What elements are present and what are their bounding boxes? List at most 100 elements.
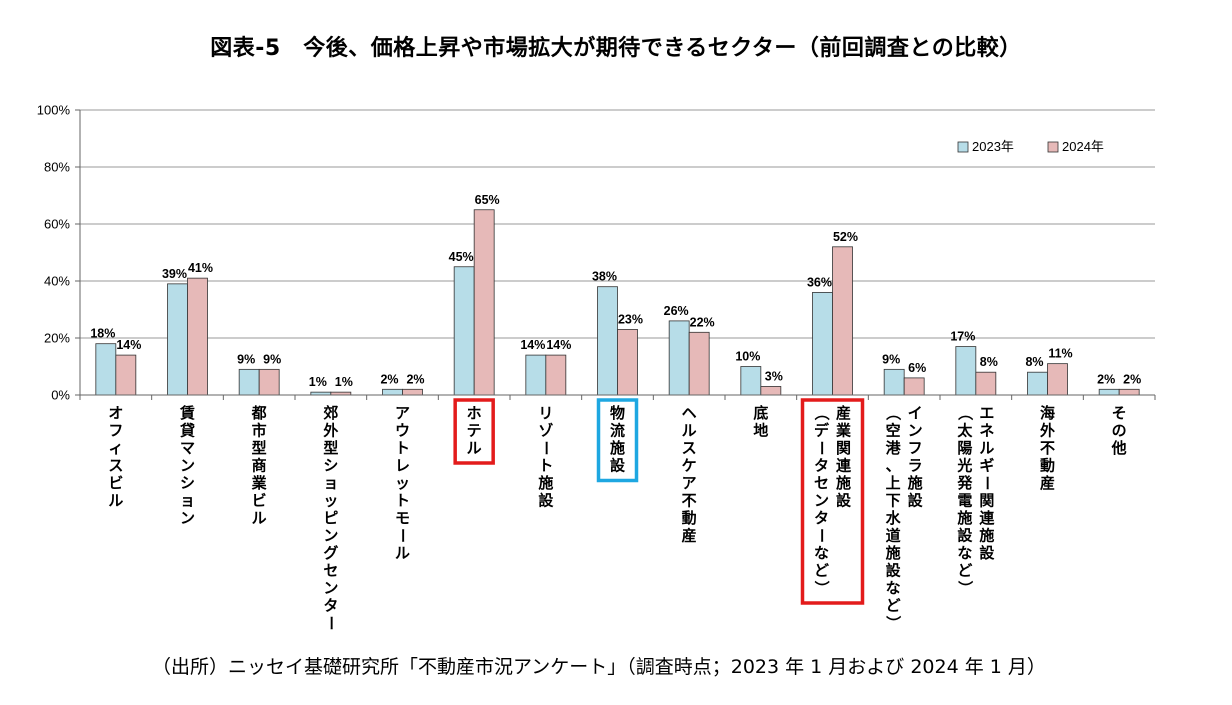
category-char: 型 [323,439,338,457]
bar-2023 [955,346,977,396]
category-char: 施 [957,509,972,527]
category-char: 施 [908,474,923,492]
bar-2024 [258,368,280,396]
chart-title: 図表-5 今後、価格上昇や市場拡大が期待できるセクター（前回調査との比較） [210,36,1022,61]
highlight-box [596,398,639,483]
bar-2023 [668,320,690,396]
category-char: ビ [108,474,123,492]
category-char: 市 [252,422,267,440]
data-label: 23% [618,312,643,326]
category-char: ） [884,615,902,630]
category-char: ト [395,439,410,457]
category-char: 都 [251,404,267,422]
data-label: 2% [380,372,398,386]
legend-swatch [1047,141,1059,153]
category-char: グ [323,544,338,562]
category-char: ル [467,439,482,457]
y-tick-label: 100% [37,103,71,118]
category-label: その他 [1111,404,1127,457]
category-char: ョ [323,474,338,492]
category-char: 、 [886,457,901,475]
category-char: ） [956,580,974,595]
y-tick-label: 60% [44,217,70,232]
bar-2023 [382,388,403,396]
bar-2023 [883,368,905,396]
bar-2024 [903,377,925,396]
data-label: 2% [1097,372,1115,386]
y-tick-label: 40% [44,274,70,289]
category-char: ョ [180,492,195,510]
category-char: 物 [610,404,625,422]
category-char: ） [813,580,831,595]
category-char: ト [538,457,553,475]
category-label: 底地 [753,404,768,440]
category-char: ネ [979,422,994,440]
category-char: ン [908,422,923,440]
category-char: ル [682,422,697,440]
category-char: 設 [979,544,995,562]
category-char: 下 [886,492,901,510]
category-char: な [814,544,829,562]
category-char: 空 [886,422,901,440]
category-char: 設 [886,562,902,580]
data-label: 11% [1048,347,1072,361]
category-char: 発 [956,474,973,492]
data-label: 9% [263,352,281,366]
category-char: ル [979,439,994,457]
category-char: ー [978,475,996,490]
category-char: 動 [1040,457,1055,475]
category-char: ー [394,528,412,543]
category-char: 郊 [323,404,338,422]
category-char: セ [323,562,338,580]
data-label: 65% [475,193,500,207]
category-char: な [886,579,901,597]
category-labels: オフィスビル賃貸マンション都市型商業ビル郊外型ショッピングセンターアウトレットモ… [108,398,1127,631]
legend-label: 2024年 [1062,139,1104,154]
category-char: ン [814,492,829,510]
data-label: 1% [309,375,327,389]
category-char: 賃 [179,404,195,422]
category-char: タ [814,457,829,475]
category-char: 道 [886,527,901,545]
data-label: 45% [449,250,474,264]
bar-2023 [1098,388,1120,396]
category-char: フ [908,439,923,457]
category-char: フ [108,422,123,440]
category-char: 連 [979,509,995,527]
category-char: タ [323,597,338,615]
bars [95,209,1140,396]
legend-item: 2023年 [957,139,1014,154]
category-char: ウ [395,422,410,440]
category-char: ど [814,562,829,580]
bar-2023 [453,266,475,396]
category-char: セ [814,474,829,492]
data-label: 36% [807,275,832,289]
category-char: 産 [836,404,851,422]
y-tick-label: 0% [51,388,70,403]
category-char: ど [957,562,972,580]
category-char: 施 [610,439,625,457]
category-char: ヘ [682,404,697,422]
category-char: 港 [886,439,902,457]
category-char: の [1112,422,1127,440]
category-char: 型 [252,439,267,457]
bar-2024 [115,354,137,396]
data-label: 6% [908,361,926,375]
category-char: 不 [1040,439,1055,457]
category-char: ピ [323,509,338,527]
bar-2023 [812,291,833,396]
source-note: （出所）ニッセイ基礎研究所「不動産市況アンケート」（調査時点；2023 年 1 … [152,656,1046,678]
y-tick-label: 80% [44,160,70,175]
category-char: 関 [836,439,851,457]
highlight-box [800,398,865,605]
data-label: 17% [950,330,975,344]
bar-2024 [187,277,208,396]
data-label: 14% [116,338,141,352]
category-char: 連 [836,457,852,475]
